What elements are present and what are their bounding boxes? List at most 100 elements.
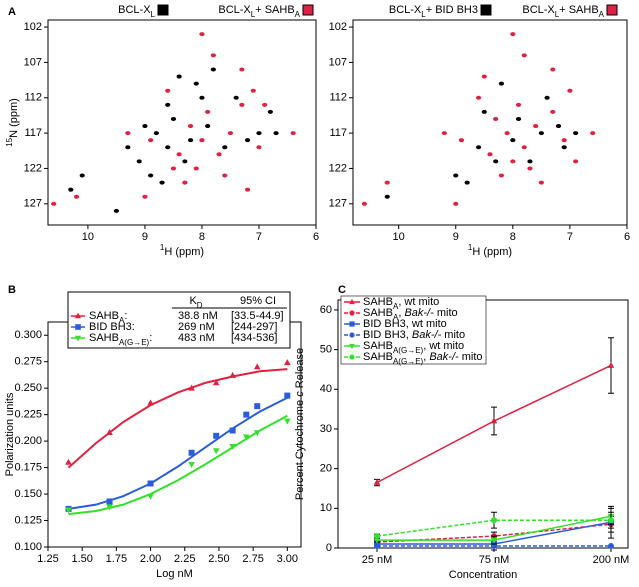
marker bbox=[106, 429, 113, 436]
peak bbox=[510, 138, 516, 143]
marker bbox=[65, 458, 72, 465]
peak bbox=[244, 187, 251, 192]
marker bbox=[229, 371, 236, 378]
marker bbox=[374, 533, 380, 540]
x-tick-label: 1.25 bbox=[37, 553, 58, 565]
x-tick-label: 6 bbox=[313, 231, 319, 243]
peak bbox=[199, 32, 205, 37]
y-tick-label: 40 bbox=[320, 383, 332, 395]
y-tick-label: 10 bbox=[320, 502, 332, 514]
peak bbox=[170, 116, 177, 121]
y-tick-label: 107 bbox=[329, 56, 347, 68]
text-part: SAHB bbox=[363, 296, 393, 308]
x-tick-label: 8 bbox=[199, 231, 205, 243]
y-tick-label: 30 bbox=[320, 423, 332, 435]
fit-curve bbox=[68, 396, 288, 510]
text-part: BCL-X bbox=[118, 4, 151, 16]
text-part: BCL-X bbox=[218, 4, 251, 16]
x-axis-title: 1H (ppm) bbox=[160, 243, 204, 258]
plot-frame bbox=[47, 19, 317, 226]
peak bbox=[222, 145, 228, 150]
peak bbox=[256, 131, 262, 136]
y-tick-label: 0.150 bbox=[14, 488, 42, 500]
peak bbox=[533, 124, 539, 129]
peak bbox=[182, 159, 188, 164]
marker bbox=[229, 427, 236, 434]
text-part: A bbox=[599, 10, 605, 19]
text-part: Bak-/- bbox=[404, 307, 434, 319]
marker bbox=[491, 517, 497, 524]
marker bbox=[242, 434, 250, 441]
peak bbox=[256, 145, 262, 150]
peak bbox=[273, 131, 279, 136]
peak bbox=[165, 102, 171, 107]
text-part: H (ppm) bbox=[164, 246, 204, 258]
legend-label: BCL-XL bbox=[118, 4, 155, 19]
legend-label: BID BH3, Bak-/- mito bbox=[363, 329, 465, 341]
legend-box bbox=[340, 295, 487, 365]
text-part: BCL-X bbox=[522, 4, 555, 16]
series-line bbox=[376, 519, 611, 537]
y-tick-label: 117 bbox=[329, 127, 347, 139]
peak bbox=[187, 124, 194, 129]
kd-value: 38.8 nM bbox=[178, 310, 218, 322]
y-tick-label: 107 bbox=[24, 56, 42, 68]
text-part: A bbox=[393, 302, 399, 311]
text-part: : bbox=[124, 310, 127, 322]
y-tick-label: 50 bbox=[320, 344, 332, 356]
marker bbox=[188, 449, 195, 456]
text-part: Polarization units bbox=[4, 392, 16, 476]
peak bbox=[510, 159, 516, 164]
x-tick-label: 8 bbox=[510, 231, 516, 243]
legend-swatch bbox=[157, 4, 169, 16]
peak bbox=[527, 166, 533, 171]
legend-marker bbox=[349, 298, 355, 305]
legend-swatch bbox=[606, 4, 618, 16]
x-tick-label: 10 bbox=[393, 231, 405, 243]
text-part: Release bbox=[294, 348, 306, 391]
marker bbox=[212, 379, 220, 386]
marker bbox=[254, 403, 261, 410]
x-tick-label: 2.00 bbox=[140, 553, 161, 565]
peak bbox=[504, 131, 510, 136]
peak bbox=[148, 173, 154, 178]
x-tick-label: 10 bbox=[82, 231, 94, 243]
fit-curve bbox=[68, 414, 288, 516]
peak bbox=[205, 124, 211, 129]
peak bbox=[384, 180, 390, 185]
legend-marker bbox=[74, 312, 82, 319]
text-part: SAHB bbox=[363, 340, 393, 352]
marker bbox=[284, 418, 291, 425]
text-part: SAHB bbox=[89, 310, 119, 322]
peak bbox=[148, 138, 154, 143]
text-part: Bak-/- bbox=[412, 329, 442, 341]
peak bbox=[205, 109, 211, 114]
peak bbox=[125, 131, 131, 136]
legend-label: SAHBA(G→E), Bak-/- mito bbox=[363, 351, 483, 366]
y-tick-label: 0 bbox=[326, 542, 332, 554]
peak bbox=[51, 201, 57, 206]
peak bbox=[142, 194, 148, 199]
y-tick-label: 117 bbox=[24, 127, 42, 139]
legend-label: SAHBA: bbox=[89, 310, 127, 325]
text-part: L bbox=[555, 10, 560, 19]
marker bbox=[65, 507, 72, 514]
panel-letter: B bbox=[8, 284, 16, 296]
peak bbox=[250, 88, 256, 93]
peak bbox=[498, 81, 505, 86]
peak bbox=[193, 81, 199, 86]
y-tick-label: 112 bbox=[329, 92, 347, 104]
text-part: A(G→E) bbox=[393, 346, 424, 355]
text-part: A bbox=[393, 313, 399, 322]
peak bbox=[538, 180, 544, 185]
y-tick-label: 0.100 bbox=[14, 541, 42, 553]
text-part: + SAHB bbox=[559, 4, 598, 16]
marker bbox=[373, 537, 381, 544]
marker bbox=[284, 392, 291, 399]
x-tick-label: 9 bbox=[453, 231, 459, 243]
legend-label: BCL-XL+ SAHBA bbox=[522, 4, 604, 19]
peak bbox=[515, 116, 522, 121]
peak bbox=[165, 145, 171, 150]
kd-value: 483 nM bbox=[178, 332, 215, 344]
